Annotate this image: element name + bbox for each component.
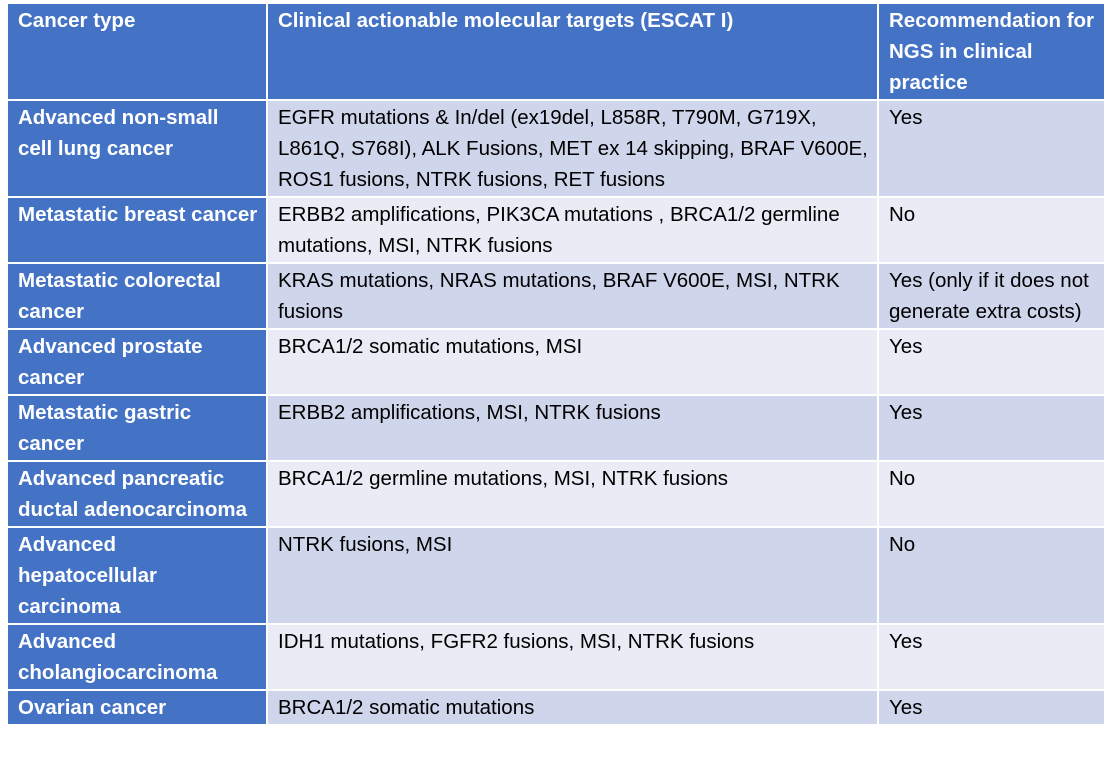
targets-cell: ERBB2 amplifications, MSI, NTRK fusions bbox=[266, 394, 879, 462]
header-row: Cancer type Clinical actionable molecula… bbox=[6, 2, 1106, 101]
table-row: Advanced prostate cancer BRCA1/2 somatic… bbox=[6, 328, 1106, 396]
recommendation-cell: Yes bbox=[877, 689, 1106, 726]
recommendation-cell: No bbox=[877, 460, 1106, 528]
targets-cell: ERBB2 amplifications, PIK3CA mutations ,… bbox=[266, 196, 879, 264]
cancer-type-cell: Advanced prostate cancer bbox=[6, 328, 268, 396]
targets-cell: BRCA1/2 somatic mutations bbox=[266, 689, 879, 726]
recommendation-cell: Yes (only if it does not generate extra … bbox=[877, 262, 1106, 330]
header-cancer-type: Cancer type bbox=[6, 2, 268, 101]
targets-cell: EGFR mutations & In/del (ex19del, L858R,… bbox=[266, 99, 879, 198]
targets-cell: BRCA1/2 germline mutations, MSI, NTRK fu… bbox=[266, 460, 879, 528]
table-row: Advanced cholangiocarcinoma IDH1 mutatio… bbox=[6, 623, 1106, 691]
recommendation-cell: Yes bbox=[877, 328, 1106, 396]
table-row: Advanced pancreatic ductal adenocarcinom… bbox=[6, 460, 1106, 528]
cancer-type-cell: Metastatic colorectal cancer bbox=[6, 262, 268, 330]
recommendation-cell: Yes bbox=[877, 99, 1106, 198]
cancer-type-cell: Ovarian cancer bbox=[6, 689, 268, 726]
cancer-type-cell: Metastatic gastric cancer bbox=[6, 394, 268, 462]
table-row: Metastatic breast cancer ERBB2 amplifica… bbox=[6, 196, 1106, 264]
cancer-type-cell: Advanced cholangiocarcinoma bbox=[6, 623, 268, 691]
table-body: Advanced non-small cell lung cancer EGFR… bbox=[6, 99, 1106, 726]
header-molecular-targets: Clinical actionable molecular targets (E… bbox=[266, 2, 879, 101]
targets-cell: BRCA1/2 somatic mutations, MSI bbox=[266, 328, 879, 396]
table-row: Advanced non-small cell lung cancer EGFR… bbox=[6, 99, 1106, 198]
recommendation-cell: No bbox=[877, 196, 1106, 264]
targets-cell: KRAS mutations, NRAS mutations, BRAF V60… bbox=[266, 262, 879, 330]
cancer-type-cell: Advanced pancreatic ductal adenocarcinom… bbox=[6, 460, 268, 528]
escat-ngs-table: Cancer type Clinical actionable molecula… bbox=[6, 2, 1106, 726]
table-row: Metastatic gastric cancer ERBB2 amplific… bbox=[6, 394, 1106, 462]
table-row: Metastatic colorectal cancer KRAS mutati… bbox=[6, 262, 1106, 330]
table-row: Advanced hepatocellular carcinoma NTRK f… bbox=[6, 526, 1106, 625]
table-row: Ovarian cancer BRCA1/2 somatic mutations… bbox=[6, 689, 1106, 726]
recommendation-cell: Yes bbox=[877, 623, 1106, 691]
cancer-type-cell: Advanced non-small cell lung cancer bbox=[6, 99, 268, 198]
recommendation-cell: Yes bbox=[877, 394, 1106, 462]
targets-cell: IDH1 mutations, FGFR2 fusions, MSI, NTRK… bbox=[266, 623, 879, 691]
cancer-type-cell: Advanced hepatocellular carcinoma bbox=[6, 526, 268, 625]
table-header: Cancer type Clinical actionable molecula… bbox=[6, 2, 1106, 101]
recommendation-cell: No bbox=[877, 526, 1106, 625]
targets-cell: NTRK fusions, MSI bbox=[266, 526, 879, 625]
cancer-type-cell: Metastatic breast cancer bbox=[6, 196, 268, 264]
header-ngs-recommendation: Recommendation for NGS in clinical pract… bbox=[877, 2, 1106, 101]
